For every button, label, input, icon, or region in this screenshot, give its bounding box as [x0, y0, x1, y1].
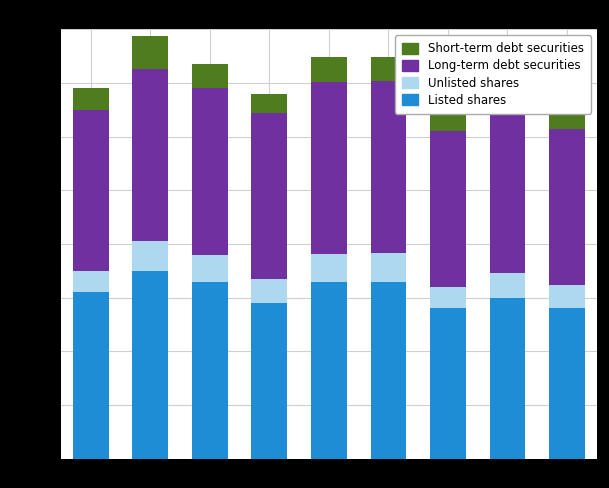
Bar: [252, 280, 287, 303]
Bar: [370, 253, 406, 282]
Bar: [430, 287, 466, 308]
Bar: [192, 255, 228, 282]
Bar: [430, 112, 466, 131]
Bar: [73, 88, 108, 110]
Bar: [252, 94, 287, 113]
Bar: [192, 88, 228, 255]
Bar: [311, 282, 347, 459]
Bar: [490, 106, 526, 273]
Bar: [132, 69, 168, 241]
Bar: [549, 308, 585, 459]
Bar: [370, 81, 406, 253]
Bar: [311, 57, 347, 82]
Bar: [549, 285, 585, 308]
Bar: [132, 241, 168, 271]
Legend: Short-term debt securities, Long-term debt securities, Unlisted shares, Listed s: Short-term debt securities, Long-term de…: [395, 35, 591, 114]
Bar: [252, 303, 287, 459]
Bar: [490, 273, 526, 298]
Bar: [430, 131, 466, 287]
Bar: [132, 271, 168, 459]
Bar: [430, 308, 466, 459]
Bar: [311, 82, 347, 254]
Bar: [490, 83, 526, 106]
Bar: [192, 63, 228, 88]
Bar: [252, 113, 287, 280]
Bar: [370, 282, 406, 459]
Bar: [490, 298, 526, 459]
Bar: [549, 109, 585, 129]
Bar: [370, 57, 406, 81]
Bar: [73, 110, 108, 271]
Bar: [192, 282, 228, 459]
Bar: [73, 271, 108, 292]
Bar: [549, 129, 585, 285]
Bar: [311, 254, 347, 282]
Bar: [73, 292, 108, 459]
Bar: [132, 36, 168, 69]
